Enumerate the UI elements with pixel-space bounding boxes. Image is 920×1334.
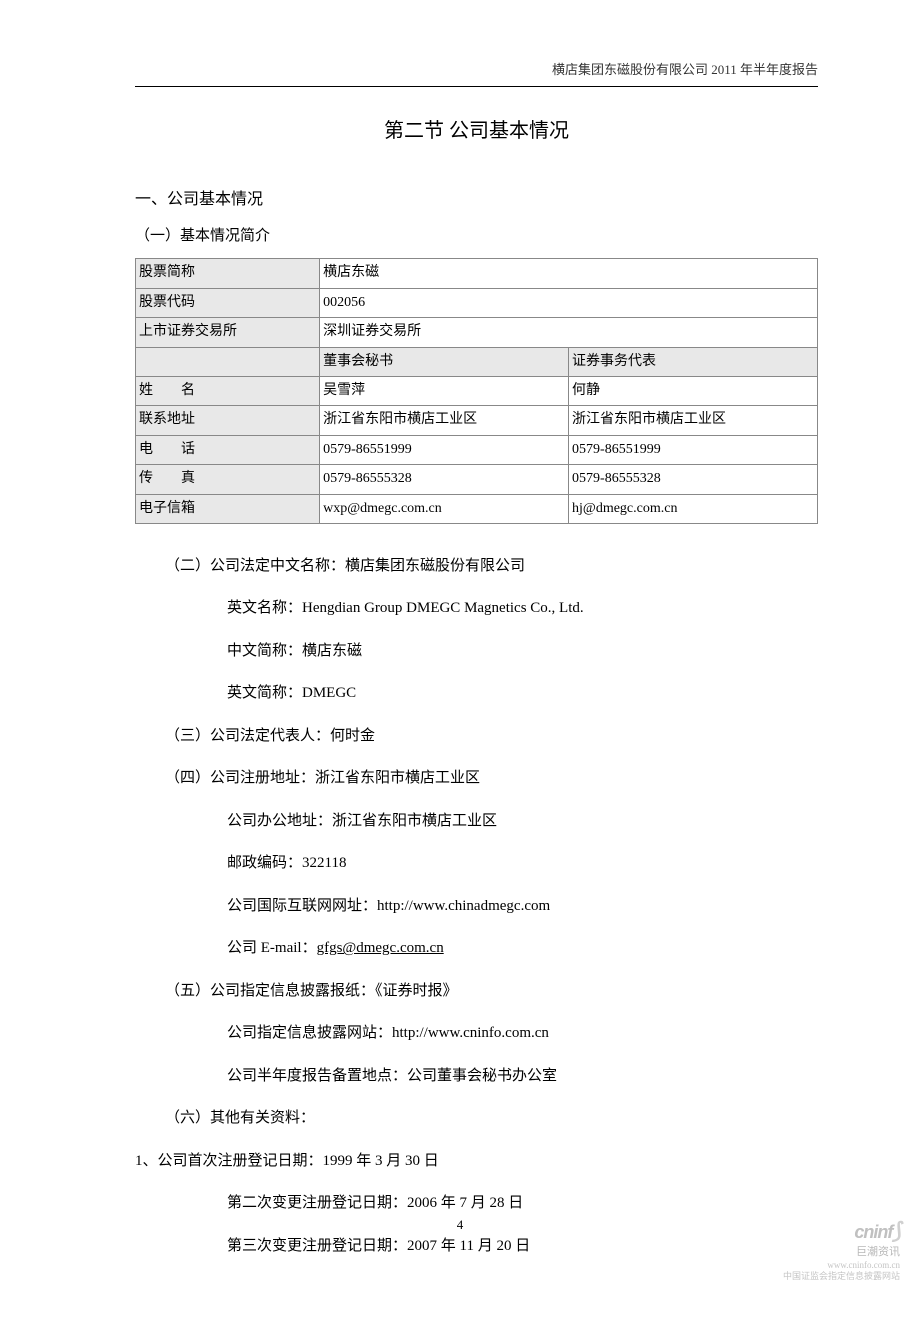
info-line: 邮政编码：322118	[227, 849, 818, 878]
table-row: 电子信箱 wxp@dmegc.com.cn hj@dmegc.com.cn	[136, 494, 818, 523]
table-label: 股票代码	[136, 288, 320, 317]
table-value: 吴雪萍	[320, 376, 569, 405]
info-line: 英文简称：DMEGC	[227, 679, 818, 708]
table-label: 传 真	[136, 465, 320, 494]
table-value: hj@dmegc.com.cn	[569, 494, 818, 523]
info-line: 第二次变更注册登记日期：2006 年 7 月 28 日	[227, 1189, 818, 1218]
basic-info-table: 股票简称 横店东磁 股票代码 002056 上市证券交易所 深圳证券交易所 董事…	[135, 258, 818, 524]
info-line: 公司指定信息披露网站：http://www.cninfo.com.cn	[227, 1019, 818, 1048]
table-header: 证券事务代表	[569, 347, 818, 376]
table-header: 董事会秘书	[320, 347, 569, 376]
table-label: 上市证券交易所	[136, 318, 320, 347]
table-row: 电 话 0579-86551999 0579-86551999	[136, 435, 818, 464]
table-value: 0579-86551999	[320, 435, 569, 464]
table-value: 002056	[320, 288, 818, 317]
info-line: 公司国际互联网网址：http://www.chinadmegc.com	[227, 892, 818, 921]
email-prefix: 公司 E-mail：	[227, 940, 317, 956]
table-value: wxp@dmegc.com.cn	[320, 494, 569, 523]
table-label: 股票简称	[136, 259, 320, 288]
info-line: 1、公司首次注册登记日期：1999 年 3 月 30 日	[135, 1147, 818, 1176]
table-value: 0579-86555328	[569, 465, 818, 494]
info-line: （四）公司注册地址：浙江省东阳市横店工业区	[165, 764, 818, 793]
info-line-email: 公司 E-mail：gfgs@dmegc.com.cn	[227, 934, 818, 963]
table-label: 姓 名	[136, 376, 320, 405]
company-email: gfgs@dmegc.com.cn	[317, 940, 444, 956]
company-details-section: （二）公司法定中文名称：横店集团东磁股份有限公司 英文名称：Hengdian G…	[165, 552, 818, 1133]
table-row: 联系地址 浙江省东阳市横店工业区 浙江省东阳市横店工业区	[136, 406, 818, 435]
table-row: 上市证券交易所 深圳证券交易所	[136, 318, 818, 347]
table-value: 浙江省东阳市横店工业区	[569, 406, 818, 435]
table-value: 0579-86555328	[320, 465, 569, 494]
table-label	[136, 347, 320, 376]
info-line: 第三次变更注册登记日期：2007 年 11 月 20 日	[227, 1232, 818, 1261]
info-line: 中文简称：横店东磁	[227, 637, 818, 666]
watermark: cninf⟆ 巨潮资讯 www.cninfo.com.cn 中国证监会指定信息披…	[783, 1217, 900, 1283]
table-value: 横店东磁	[320, 259, 818, 288]
watermark-logo: cninf⟆	[783, 1217, 900, 1246]
heading-level-1: 一、公司基本情况	[135, 187, 818, 213]
table-value: 0579-86551999	[569, 435, 818, 464]
watermark-url: www.cninfo.com.cn	[783, 1260, 900, 1272]
table-value: 浙江省东阳市横店工业区	[320, 406, 569, 435]
page-header: 横店集团东磁股份有限公司 2011 年半年度报告	[135, 60, 818, 87]
table-label: 电 话	[136, 435, 320, 464]
table-label: 联系地址	[136, 406, 320, 435]
table-row: 股票代码 002056	[136, 288, 818, 317]
heading-level-2: （一）基本情况简介	[135, 224, 818, 248]
table-value: 何静	[569, 376, 818, 405]
table-label: 电子信箱	[136, 494, 320, 523]
watermark-footer: 中国证监会指定信息披露网站	[783, 1271, 900, 1283]
section-title: 第二节 公司基本情况	[135, 115, 818, 147]
info-line: 公司半年度报告备置地点：公司董事会秘书办公室	[227, 1062, 818, 1091]
table-value: 深圳证券交易所	[320, 318, 818, 347]
info-line: （五）公司指定信息披露报纸：《证券时报》	[165, 977, 818, 1006]
watermark-brand: 巨潮资讯	[783, 1245, 900, 1259]
info-line: （六）其他有关资料：	[165, 1104, 818, 1133]
table-row: 传 真 0579-86555328 0579-86555328	[136, 465, 818, 494]
info-line: 英文名称：Hengdian Group DMEGC Magnetics Co.,…	[227, 594, 818, 623]
table-row: 董事会秘书 证券事务代表	[136, 347, 818, 376]
table-row: 姓 名 吴雪萍 何静	[136, 376, 818, 405]
info-line: （二）公司法定中文名称：横店集团东磁股份有限公司	[165, 552, 818, 581]
info-line: 公司办公地址：浙江省东阳市横店工业区	[227, 807, 818, 836]
info-line: （三）公司法定代表人：何时金	[165, 722, 818, 751]
table-row: 股票简称 横店东磁	[136, 259, 818, 288]
